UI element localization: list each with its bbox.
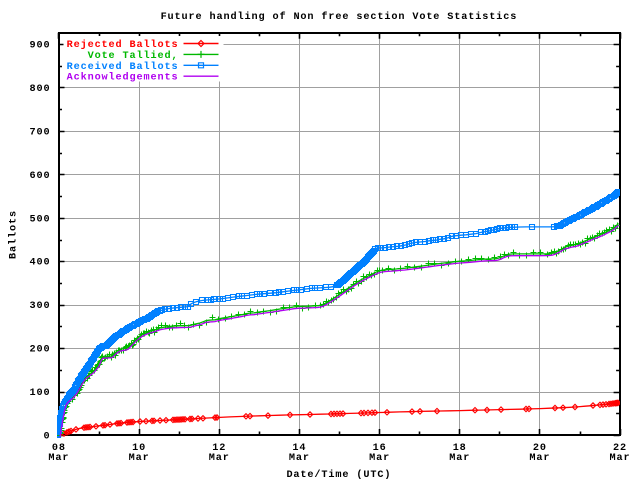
svg-text:900: 900 — [30, 41, 51, 52]
svg-text:Mar: Mar — [129, 453, 150, 464]
svg-text:14: 14 — [292, 443, 306, 454]
svg-text:18: 18 — [453, 443, 467, 454]
svg-text:800: 800 — [30, 84, 51, 95]
svg-text:Mar: Mar — [449, 453, 470, 464]
svg-text:0: 0 — [44, 432, 51, 443]
svg-text:Ballots: Ballots — [7, 210, 19, 259]
svg-text:10: 10 — [132, 443, 146, 454]
svg-text:Mar: Mar — [369, 453, 390, 464]
svg-text:Vote Tallied,: Vote Tallied, — [88, 50, 179, 62]
svg-text:200: 200 — [30, 345, 51, 356]
svg-text:Future handling of Non free se: Future handling of Non free section Vote… — [161, 11, 518, 23]
svg-text:Date/Time (UTC): Date/Time (UTC) — [286, 469, 391, 480]
svg-text:500: 500 — [30, 214, 51, 225]
svg-text:Mar: Mar — [529, 453, 550, 464]
svg-text:22: 22 — [613, 443, 627, 454]
svg-text:700: 700 — [30, 127, 51, 138]
svg-text:Rejected Ballots: Rejected Ballots — [67, 39, 179, 51]
svg-text:Acknowledgements: Acknowledgements — [67, 72, 179, 84]
svg-text:Mar: Mar — [48, 453, 69, 464]
svg-text:Mar: Mar — [289, 453, 310, 464]
svg-text:600: 600 — [30, 171, 51, 182]
svg-text:300: 300 — [30, 301, 51, 312]
svg-text:100: 100 — [30, 388, 51, 399]
svg-text:Mar: Mar — [610, 453, 631, 464]
svg-text:08: 08 — [52, 443, 66, 454]
svg-text:Mar: Mar — [209, 453, 230, 464]
svg-text:20: 20 — [533, 443, 547, 454]
svg-text:16: 16 — [373, 443, 387, 454]
svg-text:12: 12 — [212, 443, 226, 454]
svg-text:Received Ballots: Received Ballots — [67, 61, 179, 73]
svg-text:400: 400 — [30, 258, 51, 269]
